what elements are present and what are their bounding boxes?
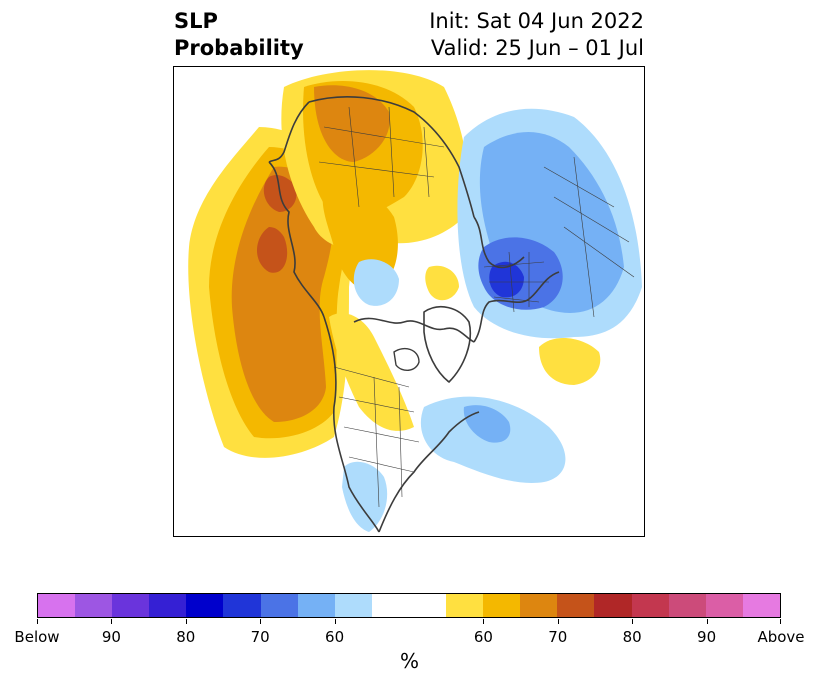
colorbar-tick-label: Above bbox=[757, 628, 805, 646]
init-date: Init: Sat 04 Jun 2022 bbox=[429, 9, 644, 33]
borders-russia bbox=[318, 106, 445, 208]
colorbar-tick-label: 90 bbox=[101, 628, 121, 646]
borders-north-america bbox=[333, 366, 420, 508]
colorbar-segment bbox=[149, 594, 187, 617]
map-title-right: Init: Sat 04 Jun 2022 Valid: 25 Jun – 01… bbox=[429, 8, 644, 62]
map-canvas bbox=[188, 70, 642, 533]
colorbar-segment bbox=[520, 594, 558, 617]
region-arctic-below bbox=[353, 259, 399, 306]
coastline-east-asia bbox=[268, 101, 310, 163]
map-panel bbox=[173, 66, 645, 537]
region-europe-core bbox=[489, 261, 524, 298]
coastline-russia bbox=[308, 96, 475, 218]
region-greenland-above bbox=[425, 265, 459, 301]
colorbar-tick bbox=[334, 619, 336, 624]
colorbar-segment bbox=[260, 594, 298, 617]
region-gulf-below bbox=[342, 461, 388, 532]
title-type: Probability bbox=[174, 36, 304, 60]
colorbar-tick bbox=[111, 619, 113, 624]
colorbar-tick bbox=[632, 619, 634, 624]
coastline-north-america bbox=[323, 316, 380, 533]
colorbar-tick-label: Below bbox=[14, 628, 60, 646]
colorbar-segment bbox=[705, 594, 743, 617]
colorbar-segment bbox=[334, 594, 372, 617]
region-pacific-strong bbox=[231, 166, 333, 422]
colorbar-tick-label: 70 bbox=[250, 628, 270, 646]
colorbar-segment bbox=[223, 594, 261, 617]
colorbar-tick bbox=[185, 619, 187, 624]
colorbar-tick bbox=[780, 619, 781, 624]
colorbar-tick bbox=[260, 619, 262, 624]
colorbar-segment bbox=[371, 594, 447, 617]
colorbar-ticks bbox=[37, 619, 781, 627]
coastline-europe bbox=[473, 271, 560, 343]
coastline-alaska bbox=[268, 161, 325, 318]
colorbar-segment bbox=[186, 594, 224, 617]
colorbar-segment bbox=[557, 594, 595, 617]
colorbar-segment bbox=[446, 594, 484, 617]
coastline-greenland bbox=[423, 306, 472, 383]
colorbar-segment bbox=[112, 594, 150, 617]
colorbar-tick-label: 60 bbox=[325, 628, 345, 646]
region-pacific-core bbox=[256, 227, 288, 273]
region-atlantic-above bbox=[539, 337, 601, 385]
colorbar-segment bbox=[297, 594, 335, 617]
colorbar-tick-label: 80 bbox=[176, 628, 196, 646]
colorbar-unit-label: % bbox=[399, 649, 419, 673]
colorbar-tick bbox=[483, 619, 485, 624]
coastline-scandinavia bbox=[473, 216, 525, 269]
borders-europe bbox=[483, 251, 549, 313]
colorbar-segment bbox=[75, 594, 113, 617]
colorbar-tick bbox=[706, 619, 708, 624]
colorbar-segment bbox=[594, 594, 632, 617]
valid-period: Valid: 25 Jun – 01 Jul bbox=[430, 36, 644, 60]
colorbar-tick-label: 60 bbox=[473, 628, 493, 646]
colorbar-tick bbox=[37, 619, 38, 624]
colorbar-tick-label: 70 bbox=[548, 628, 568, 646]
colorbar bbox=[37, 593, 781, 618]
title-variable: SLP bbox=[174, 9, 218, 33]
borders-asia bbox=[543, 156, 635, 318]
colorbar-segment bbox=[483, 594, 521, 617]
colorbar-segment bbox=[631, 594, 669, 617]
colorbar-segment bbox=[38, 594, 76, 617]
region-atlantic-below-mid bbox=[463, 405, 511, 443]
coastline-eastern-us bbox=[378, 411, 480, 533]
colorbar-tick-label: 90 bbox=[697, 628, 717, 646]
colorbar-segment bbox=[668, 594, 706, 617]
region-siberia-strong bbox=[314, 85, 390, 162]
colorbar-tick bbox=[557, 619, 559, 624]
colorbar-tick-label: 80 bbox=[622, 628, 642, 646]
coastline-hudson-bay bbox=[393, 347, 420, 371]
map-title-left: SLP Probability bbox=[174, 8, 304, 62]
colorbar-segment bbox=[742, 594, 780, 617]
region-canada-above bbox=[329, 313, 414, 431]
